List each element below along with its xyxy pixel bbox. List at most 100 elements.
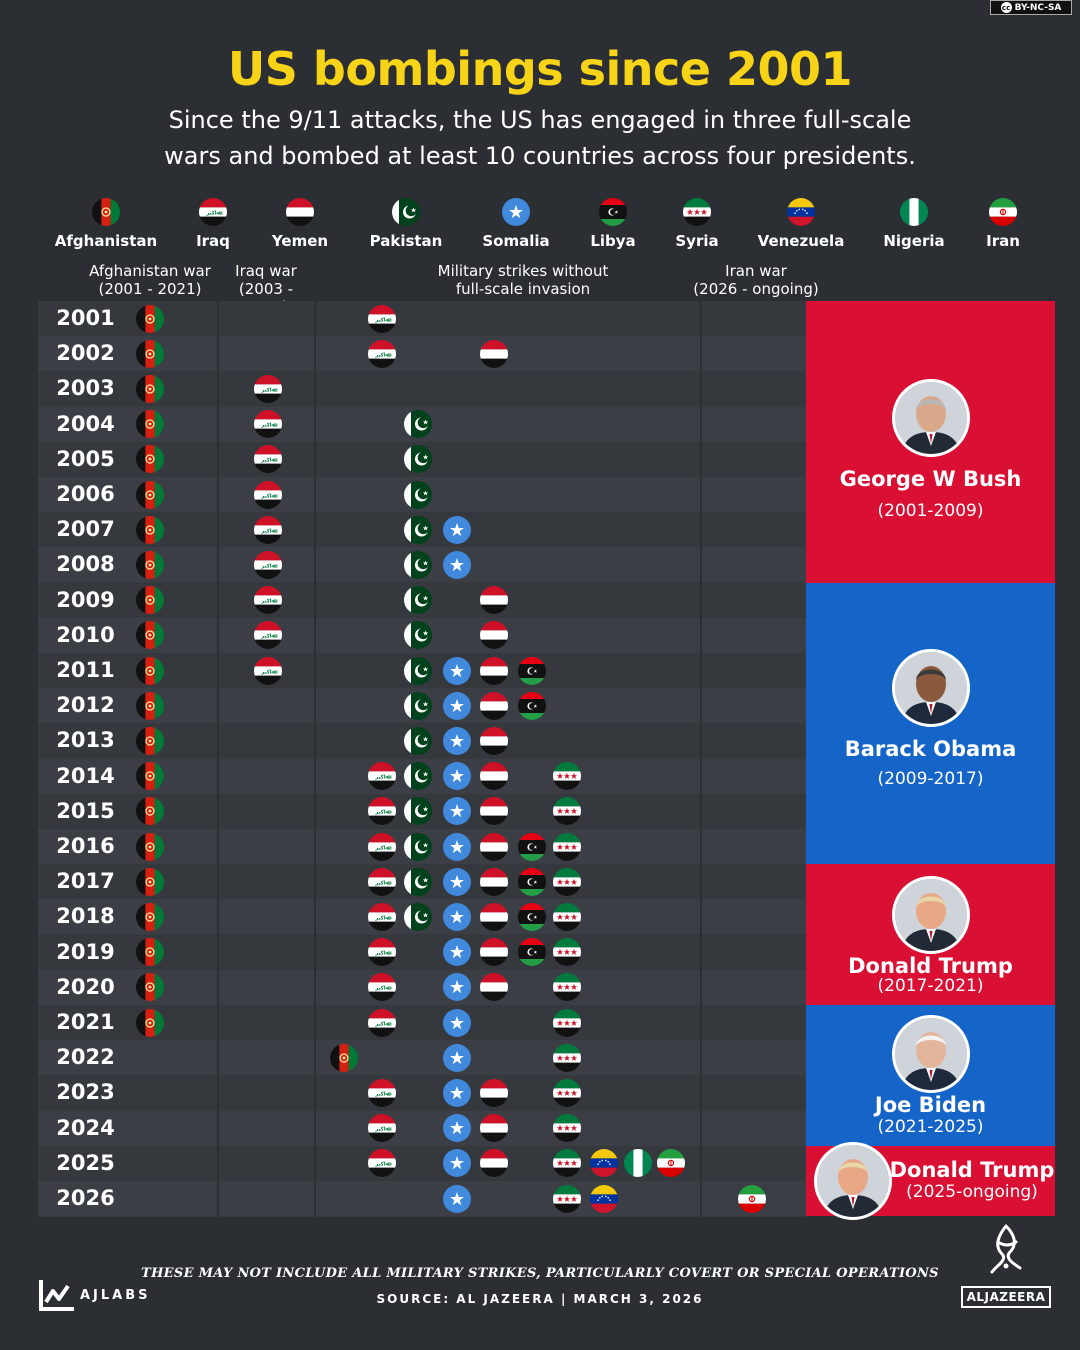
year-label: 2026 bbox=[56, 1186, 115, 1210]
portrait-icon bbox=[817, 1144, 889, 1217]
svg-text:ﷲاكبر: ﷲاكبر bbox=[260, 458, 278, 464]
mark-strike-libya-2016 bbox=[518, 832, 546, 861]
mark-afghanistan-war-2019 bbox=[136, 938, 164, 967]
flag-iran-icon bbox=[989, 198, 1017, 226]
mark-afghanistan-war-2014 bbox=[136, 762, 164, 791]
mark-strike-syria-2015 bbox=[553, 797, 581, 826]
mark-strike-yemen-2014 bbox=[480, 762, 508, 791]
legend-item-venezuela: Venezuela bbox=[741, 198, 861, 250]
legend-label: Syria bbox=[675, 232, 719, 250]
mark-strike-iraq-2015: ﷲاكبر bbox=[368, 797, 396, 826]
president-name: Donald Trump bbox=[889, 1157, 1055, 1182]
ajlabs-logo: AJLABS bbox=[38, 1278, 151, 1312]
mark-strike-iraq-2021: ﷲاكبر bbox=[368, 1008, 396, 1037]
year-label: 2010 bbox=[56, 622, 115, 647]
year-label: 2012 bbox=[56, 693, 115, 718]
mark-strike-pakistan-2013 bbox=[404, 727, 432, 755]
president-portrait bbox=[892, 379, 970, 457]
mark-afghanistan-war-2005 bbox=[136, 445, 164, 474]
year-label: 2014 bbox=[56, 763, 115, 788]
flag-syria-icon bbox=[683, 198, 711, 226]
mark-strike-pakistan-2017 bbox=[404, 867, 432, 896]
year-label: 2001 bbox=[56, 306, 115, 330]
aljazeera-wordmark: ALJAZEERA bbox=[960, 1286, 1052, 1308]
table-row bbox=[38, 1181, 806, 1216]
mark-iraq-war-2006: ﷲاكبر bbox=[254, 480, 282, 509]
mark-strike-pakistan-2006 bbox=[404, 480, 432, 509]
mark-strike-yemen-2024 bbox=[480, 1114, 508, 1143]
aljazeera-logo: ALJAZEERA bbox=[958, 1222, 1054, 1308]
mark-strike-iraq-2023: ﷲاكبر bbox=[368, 1079, 396, 1107]
mark-strike-somalia-2025 bbox=[443, 1149, 471, 1178]
president-block: Donald Trump (2025-ongoing) bbox=[806, 1141, 1055, 1220]
mark-strike-somalia-2023 bbox=[443, 1079, 471, 1107]
mark-strike-iraq-2020: ﷲاكبر bbox=[368, 973, 396, 1002]
svg-text:ﷲاكبر: ﷲاكبر bbox=[260, 669, 278, 675]
mark-afghanistan-war-2012 bbox=[136, 691, 164, 720]
president-term: (2025-ongoing) bbox=[906, 1181, 1038, 1202]
mark-strike-syria-2018 bbox=[553, 903, 581, 931]
legend-item-syria: Syria bbox=[637, 198, 757, 250]
ajlabs-chart-icon bbox=[39, 1280, 74, 1311]
year-label: 2004 bbox=[56, 411, 115, 436]
legend-label: Iraq bbox=[196, 232, 230, 250]
mark-strike-yemen-2023 bbox=[480, 1079, 508, 1107]
mark-strike-yemen-2020 bbox=[480, 973, 508, 1002]
year-label: 2017 bbox=[56, 869, 115, 894]
year-label: 2007 bbox=[56, 517, 115, 542]
legend-item-pakistan: Pakistan bbox=[346, 198, 466, 250]
legend-label: Libya bbox=[590, 232, 636, 250]
mark-afghanistan-war-2010 bbox=[136, 621, 164, 650]
mark-strike-syria-2023 bbox=[553, 1079, 581, 1107]
president-term: (2009-2017) bbox=[877, 768, 984, 789]
mark-strike-pakistan-2005 bbox=[404, 445, 432, 474]
mark-afghanistan-war-2009 bbox=[136, 586, 164, 615]
legend-item-somalia: Somalia bbox=[456, 198, 576, 250]
svg-text:ﷲاكبر: ﷲاكبر bbox=[374, 1092, 392, 1098]
mark-strike-pakistan-2015 bbox=[404, 797, 432, 826]
mark-strike-iraq-2019: ﷲاكبر bbox=[368, 938, 396, 967]
year-label: 2008 bbox=[56, 552, 115, 577]
mark-iran-war-2026 bbox=[738, 1184, 766, 1213]
year-label: 2019 bbox=[56, 939, 115, 964]
legend-item-yemen: Yemen bbox=[240, 198, 360, 250]
mark-strike-pakistan-2012 bbox=[404, 691, 432, 720]
mark-strike-pakistan-2008 bbox=[404, 551, 432, 579]
legend-item-iraq: ﷲاكبر Iraq bbox=[153, 198, 273, 250]
mark-strike-syria-2025 bbox=[553, 1149, 581, 1178]
mark-strike-syria-2014 bbox=[553, 762, 581, 791]
group-label-iran-war: Iran war (2026 - ongoing) bbox=[693, 262, 819, 298]
mark-strike-syria-2017 bbox=[553, 867, 581, 896]
president-term: (2021-2025) bbox=[877, 1117, 984, 1137]
page-subtitle: Since the 9/11 attacks, the US has engag… bbox=[164, 106, 916, 170]
portrait-icon bbox=[895, 382, 967, 454]
president-name: Barack Obama bbox=[844, 736, 1017, 761]
mark-afghanistan-war-2004 bbox=[136, 410, 164, 439]
legend-label: Nigeria bbox=[883, 232, 945, 250]
svg-text:ﷲاكبر: ﷲاكبر bbox=[260, 493, 278, 499]
president-block: Donald Trump (2017-2021) bbox=[806, 864, 1055, 1005]
svg-text:ﷲاكبر: ﷲاكبر bbox=[374, 1021, 392, 1027]
svg-text:ﷲاكبر: ﷲاكبر bbox=[374, 810, 392, 816]
portrait-icon bbox=[895, 879, 967, 952]
president-portrait bbox=[892, 648, 970, 727]
table-row bbox=[38, 1146, 806, 1181]
president-portrait bbox=[814, 1141, 892, 1220]
year-label: 2023 bbox=[56, 1080, 115, 1105]
mark-strike-pakistan-2011 bbox=[404, 656, 432, 685]
mark-strike-iraq-2014: ﷲاكبر bbox=[368, 762, 396, 791]
mark-iraq-war-2003: ﷲاكبر bbox=[254, 375, 282, 403]
mark-strike-yemen-2025 bbox=[480, 1149, 508, 1178]
group-label-afghanistan-war: Afghanistan war (2001 - 2021) bbox=[89, 262, 211, 298]
svg-text:ﷲاكبر: ﷲاكبر bbox=[260, 388, 278, 394]
legend-label: Somalia bbox=[482, 232, 550, 250]
svg-text:ﷲاكبر: ﷲاكبر bbox=[205, 211, 223, 217]
flag-iraq-icon: ﷲاكبر bbox=[199, 198, 227, 226]
mark-strike-iraq-2025: ﷲاكبر bbox=[368, 1149, 396, 1178]
year-label: 2024 bbox=[56, 1115, 115, 1140]
mark-afghanistan-war-2011 bbox=[136, 656, 164, 685]
mark-strike-yemen-2011 bbox=[480, 656, 508, 685]
mark-strike-pakistan-2007 bbox=[404, 515, 432, 544]
mark-strike-iran-2025 bbox=[657, 1149, 685, 1178]
mark-strike-venezuela-2026 bbox=[590, 1184, 618, 1213]
